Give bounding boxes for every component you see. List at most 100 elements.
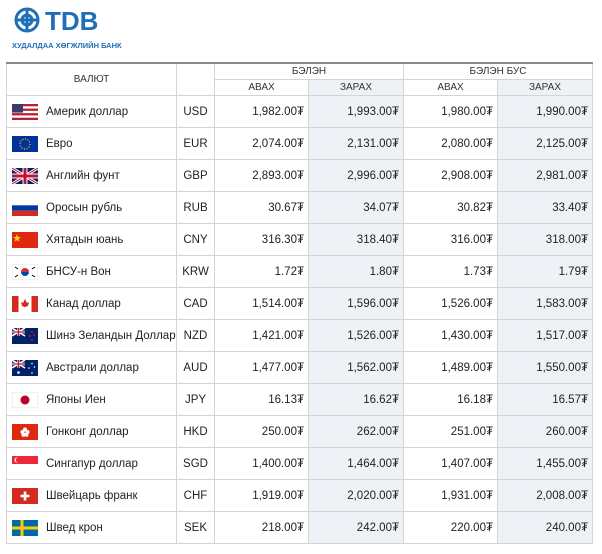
cash-sell: 318.40₮: [308, 223, 404, 256]
rate-row: Швед крон SEK 218.00₮ 242.00₮ 220.00₮ 240.00₮: [6, 511, 593, 544]
flag: [11, 263, 39, 280]
currency-cell: Сингапур доллар: [6, 447, 177, 480]
currency-code: AUD: [176, 351, 215, 384]
noncash-buy: 220.00₮: [403, 511, 498, 544]
cash-sell: 1.80₮: [308, 255, 404, 288]
currency-cell: Канад доллар: [6, 287, 177, 320]
rate-row: Америк доллар USD 1,982.00₮ 1,993.00₮ 1,980.…: [6, 95, 593, 128]
currency-code: GBP: [176, 159, 215, 192]
currency-name: Австрали доллар: [46, 361, 139, 374]
currency-name: Хятадын юань: [46, 233, 124, 246]
currency-code: JPY: [176, 383, 215, 416]
currency-cell: Америк доллар: [6, 95, 177, 128]
noncash-buy: 1,407.00₮: [403, 447, 498, 480]
cash-sell: 1,526.00₮: [308, 319, 404, 352]
currency-cell: Австрали доллар: [6, 351, 177, 384]
noncash-sell: 2,981.00₮: [497, 159, 593, 192]
currency-name: Сингапур доллар: [46, 457, 138, 470]
noncash-sell: 1,455.00₮: [497, 447, 593, 480]
cash-sell: 242.00₮: [308, 511, 404, 544]
header-buy: АВАХ: [403, 79, 498, 96]
flag: [11, 166, 39, 185]
currency-name: БНСУ-н Вон: [46, 265, 111, 278]
noncash-sell: 240.00₮: [497, 511, 593, 544]
noncash-buy: 1,430.00₮: [403, 319, 498, 352]
cash-buy: 16.13₮: [214, 383, 309, 416]
noncash-buy: 1,980.00₮: [403, 95, 498, 128]
noncash-buy: 1,526.00₮: [403, 287, 498, 320]
flag: [12, 519, 38, 536]
flag: [12, 487, 38, 504]
noncash-buy: 16.18₮: [403, 383, 498, 416]
noncash-buy: 316.00₮: [403, 223, 498, 256]
rate-row: Английн фунт GBP 2,893.00₮ 2,996.00₮ 2,908.0…: [6, 159, 593, 192]
currency-code: USD: [176, 95, 215, 128]
currency-cell: Английн фунт: [6, 159, 177, 192]
currency-cell: БНСУ-н Вон: [6, 255, 177, 288]
currency-cell: Гонконг доллар: [6, 415, 177, 448]
currency-cell: Швейцарь франк: [6, 479, 177, 512]
noncash-sell: 260.00₮: [497, 415, 593, 448]
cash-buy: 1,919.00₮: [214, 479, 309, 512]
currency-name: Гонконг доллар: [46, 425, 129, 438]
flag: [12, 231, 38, 248]
cash-buy: 316.30₮: [214, 223, 309, 256]
header-sell: ЗАРАХ: [497, 79, 593, 96]
currency-code: NZD: [176, 319, 215, 352]
noncash-sell: 1,583.00₮: [497, 287, 593, 320]
noncash-buy: 30.82₮: [403, 191, 498, 224]
cash-buy: 1,477.00₮: [214, 351, 309, 384]
noncash-sell: 33.40₮: [497, 191, 593, 224]
currency-name: Канад доллар: [46, 297, 121, 310]
flag: [11, 391, 39, 408]
noncash-sell: 2,008.00₮: [497, 479, 593, 512]
rate-row: Швейцарь франк CHF 1,919.00₮ 2,020.00₮ 1,931…: [6, 479, 593, 512]
currency-code: RUB: [176, 191, 215, 224]
flag: [11, 358, 38, 376]
noncash-buy: 1.73₮: [403, 255, 498, 288]
flag: [12, 295, 38, 312]
currency-name: Швед крон: [46, 521, 103, 534]
currency-name: Японы Иен: [46, 393, 106, 406]
currency-code: SEK: [176, 511, 215, 544]
cash-buy: 2,893.00₮: [214, 159, 309, 192]
rates-table: ВАЛЮТ БЭЛЭН БЭЛЭН БУС АВАХ ЗАРАХ АВАХ ЗА…: [6, 62, 593, 544]
flag: [11, 326, 38, 344]
header-buy: АВАХ: [214, 79, 309, 96]
cash-buy: 250.00₮: [214, 415, 309, 448]
currency-cell: Швед крон: [6, 511, 177, 544]
cash-sell: 2,131.00₮: [308, 127, 404, 160]
noncash-buy: 1,931.00₮: [403, 479, 498, 512]
rate-row: Оросын рубль RUB 30.67₮ 34.07₮ 30.82₮ 33.40₮: [6, 191, 593, 224]
cash-buy: 1,421.00₮: [214, 319, 309, 352]
cash-sell: 1,993.00₮: [308, 95, 404, 128]
cash-sell: 16.62₮: [308, 383, 404, 416]
flag: [12, 103, 38, 120]
rate-row: Австрали доллар AUD 1,477.00₮ 1,562.00₮ 1,48…: [6, 351, 593, 384]
cash-sell: 1,596.00₮: [308, 287, 404, 320]
noncash-sell: 1,550.00₮: [497, 351, 593, 384]
currency-code: HKD: [176, 415, 215, 448]
noncash-buy: 251.00₮: [403, 415, 498, 448]
currency-name: Английн фунт: [46, 169, 120, 182]
cash-sell: 262.00₮: [308, 415, 404, 448]
logo: TDB ХУДАЛДАА ХӨГЖЛИЙН БАНК: [12, 6, 122, 50]
noncash-sell: 1,517.00₮: [497, 319, 593, 352]
currency-code: CHF: [176, 479, 215, 512]
cash-buy: 218.00₮: [214, 511, 309, 544]
currency-cell: Евро: [6, 127, 177, 160]
cash-sell: 34.07₮: [308, 191, 404, 224]
currency-name: Америк доллар: [46, 105, 129, 118]
currency-name: Евро: [46, 137, 73, 150]
currency-cell: Японы Иен: [6, 383, 177, 416]
cash-buy: 1,514.00₮: [214, 287, 309, 320]
currency-cell: Хятадын юань: [6, 223, 177, 256]
currency-name: Швейцарь франк: [46, 489, 138, 502]
cash-sell: 1,464.00₮: [308, 447, 404, 480]
currency-name: Шинэ Зеландын Доллар: [46, 329, 176, 342]
currency-code: SGD: [176, 447, 215, 480]
noncash-buy: 2,908.00₮: [403, 159, 498, 192]
rate-row: Гонконг доллар HKD 250.00₮ 262.00₮ 251.00₮ 26…: [6, 415, 593, 448]
rate-row: Евро EUR 2,074.00₮ 2,131.00₮ 2,080.00₮ 2,125.…: [6, 127, 593, 160]
currency-code: CAD: [176, 287, 215, 320]
